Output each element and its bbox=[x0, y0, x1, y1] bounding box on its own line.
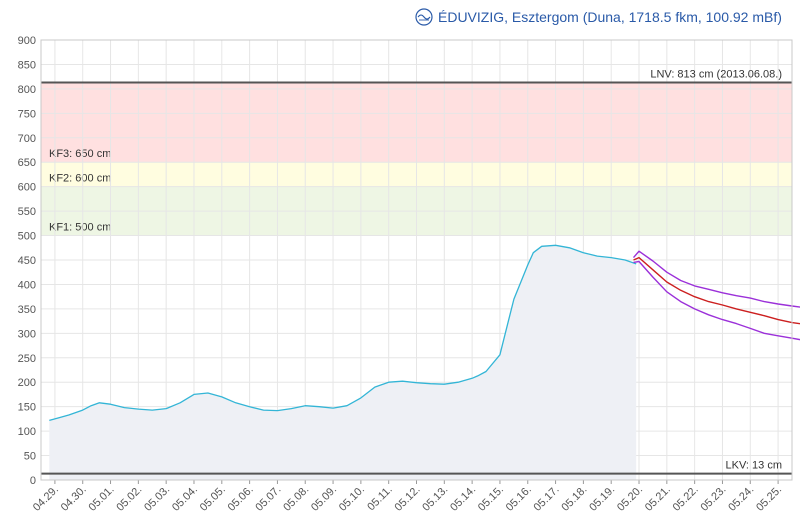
measured-area-fill bbox=[49, 245, 637, 480]
forecast-upper-line bbox=[632, 250, 800, 308]
y-tick-label: 750 bbox=[18, 108, 36, 120]
y-tick-label: 150 bbox=[18, 402, 36, 414]
x-tick-label: 05.19. bbox=[587, 484, 617, 514]
x-tick-label: 05.24. bbox=[726, 484, 756, 514]
y-tick-label: 600 bbox=[18, 182, 36, 194]
x-tick-label: 04.30. bbox=[59, 484, 89, 514]
x-tick-label: 05.25. bbox=[754, 484, 784, 514]
y-axis: 0 50 100 150 200 250 300 350 400 450 500 550 600 650 7… bbox=[18, 35, 36, 487]
y-tick-label: 400 bbox=[18, 279, 36, 291]
forecast-mid-line bbox=[633, 256, 800, 325]
x-tick-label: 05.12. bbox=[393, 484, 423, 514]
y-tick-label: 350 bbox=[18, 304, 36, 316]
zone-label-kf3: KF3: 650 cm bbox=[49, 148, 111, 160]
y-tick-label: 300 bbox=[18, 328, 36, 340]
x-axis: 04.29.04.30.05.01.05.02.05.03.05.04.05.0… bbox=[31, 480, 784, 514]
x-tick-label: 04.29. bbox=[31, 484, 61, 514]
y-tick-label: 450 bbox=[18, 255, 36, 267]
threshold-label-lkv: LKV: 13 cm bbox=[726, 460, 782, 472]
x-tick-label: 05.14. bbox=[448, 484, 478, 514]
x-tick-label: 05.17. bbox=[532, 484, 562, 514]
measured-area bbox=[49, 245, 637, 480]
zone-label-kf2: KF2: 600 cm bbox=[49, 173, 111, 185]
x-tick-label: 05.07. bbox=[253, 484, 283, 514]
x-tick-label: 05.23. bbox=[698, 484, 728, 514]
x-tick-label: 05.09. bbox=[309, 484, 339, 514]
x-tick-label: 05.22. bbox=[671, 484, 701, 514]
y-tick-label: 0 bbox=[30, 475, 36, 487]
threshold-label-lnv: LNV: 813 cm (2013.06.08.) bbox=[650, 69, 782, 81]
x-tick-label: 05.06. bbox=[226, 484, 256, 514]
x-tick-label: 05.13. bbox=[420, 484, 450, 514]
x-tick-label: 05.01. bbox=[87, 484, 117, 514]
y-tick-label: 700 bbox=[18, 133, 36, 145]
x-tick-label: 05.05. bbox=[198, 484, 228, 514]
x-tick-label: 05.04. bbox=[170, 484, 200, 514]
x-tick-label: 05.08. bbox=[281, 484, 311, 514]
x-tick-label: 05.18. bbox=[559, 484, 589, 514]
x-tick-label: 05.02. bbox=[114, 484, 144, 514]
plot-border bbox=[40, 39, 793, 481]
x-tick-label: 05.20. bbox=[615, 484, 645, 514]
measured-level-line bbox=[49, 244, 637, 422]
y-tick-label: 250 bbox=[18, 353, 36, 365]
x-tick-label: 05.15. bbox=[476, 484, 506, 514]
y-tick-label: 50 bbox=[24, 451, 36, 463]
forecast-lower-line bbox=[633, 260, 800, 341]
y-tick-label: 650 bbox=[18, 157, 36, 169]
eduvizig-logo-icon bbox=[415, 8, 433, 26]
series-lines bbox=[49, 244, 800, 422]
y-tick-label: 900 bbox=[18, 35, 36, 47]
y-tick-label: 800 bbox=[18, 84, 36, 96]
y-tick-label: 100 bbox=[18, 426, 36, 438]
chart-header: ÉDUVIZIG, Esztergom (Duna, 1718.5 fkm, 1… bbox=[415, 8, 782, 26]
x-tick-label: 05.21. bbox=[643, 484, 673, 514]
threshold-lines: LNV: 813 cm (2013.06.08.) LKV: 13 cm bbox=[41, 69, 792, 475]
y-tick-label: 550 bbox=[18, 206, 36, 218]
chart-title: ÉDUVIZIG, Esztergom (Duna, 1718.5 fkm, 1… bbox=[438, 9, 782, 25]
x-tick-label: 05.16. bbox=[504, 484, 534, 514]
zone-label-kf1: KF1: 500 cm bbox=[49, 222, 111, 234]
x-tick-label: 05.11. bbox=[365, 484, 395, 514]
y-tick-label: 200 bbox=[18, 377, 36, 389]
x-tick-label: 05.10. bbox=[337, 484, 367, 514]
x-tick-label: 05.03. bbox=[142, 484, 172, 514]
y-tick-label: 500 bbox=[18, 231, 36, 243]
y-tick-label: 850 bbox=[18, 59, 36, 71]
